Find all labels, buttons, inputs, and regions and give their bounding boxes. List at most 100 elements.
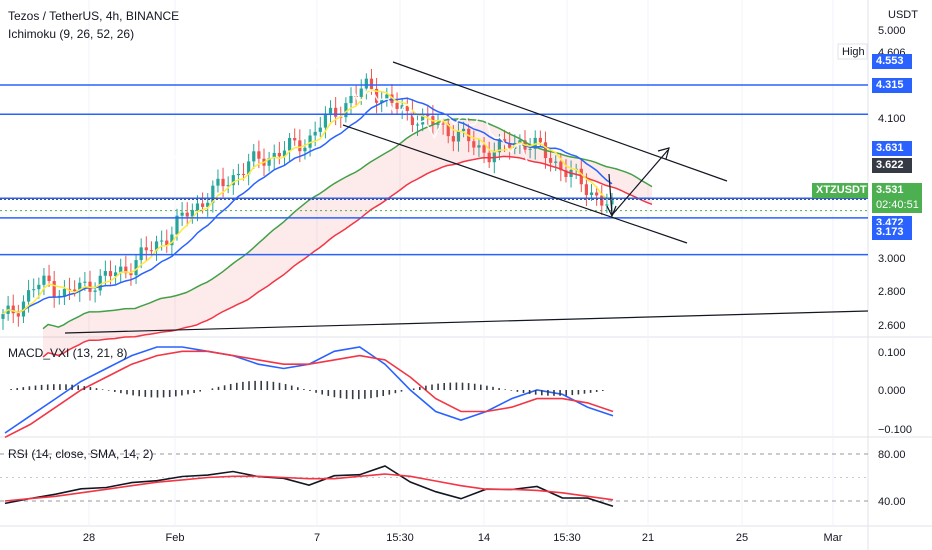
time-tick: Feb [166, 532, 185, 544]
candle-body [236, 173, 241, 176]
candle-body [98, 275, 102, 291]
candle-body [364, 78, 368, 89]
candle-body [170, 234, 174, 246]
arrow-up-head [657, 147, 670, 160]
candle-body [589, 192, 594, 196]
candle-body [247, 161, 251, 175]
candle-body [385, 94, 389, 100]
candle-body [154, 241, 159, 251]
candle-body [144, 247, 148, 251]
candle-body [11, 305, 15, 314]
candle-body [528, 148, 532, 150]
channel-lower-line [342, 124, 688, 244]
candle-body [287, 137, 292, 151]
candle-body [584, 184, 589, 196]
candle-body [554, 161, 558, 163]
candle-body [185, 212, 189, 217]
candle-body [410, 110, 415, 125]
candle-body [293, 137, 297, 141]
candle-body [241, 173, 246, 175]
candle-body [252, 151, 256, 162]
candle-body [103, 271, 107, 276]
candle-body [395, 102, 399, 109]
candle-body [119, 266, 123, 273]
time-tick: 28 [83, 532, 95, 544]
candle-body [216, 178, 220, 186]
candle-body [405, 105, 409, 111]
candle-body [267, 158, 271, 166]
candle-body [26, 290, 31, 302]
price-pane[interactable] [0, 52, 869, 358]
candle-body [139, 247, 143, 261]
candle-body [108, 271, 113, 277]
arrow-down-head [606, 205, 617, 218]
candle-body [42, 275, 46, 285]
candle-body [272, 152, 276, 159]
candle-body [518, 140, 522, 144]
ichimoku-base-line [2, 97, 613, 315]
candle-body [165, 240, 169, 246]
candle-body [415, 124, 420, 126]
candle-body [149, 250, 154, 252]
candle-body [175, 215, 179, 235]
candle-body [190, 210, 194, 217]
rsi-legend: RSI (14, close, SMA, 14, 2) [8, 447, 154, 461]
rsi-tick: 80.00 [878, 449, 906, 461]
candle-body [328, 107, 333, 114]
price-tick: 5.000 [878, 25, 906, 37]
candle-body [195, 203, 200, 211]
candle-body [436, 123, 440, 125]
candle-body [564, 170, 568, 177]
time-tick: 7 [314, 532, 320, 544]
candle-body [231, 175, 235, 186]
candle-body [211, 185, 215, 203]
symbol-title: Tezos / TetherUS, 4h, BINANCE [8, 9, 180, 23]
candle-body [359, 88, 363, 97]
macd-tick: −0.100 [878, 424, 912, 436]
time-tick: Mar [824, 532, 843, 544]
macd-pane[interactable] [4, 346, 614, 439]
candle-body [472, 141, 476, 148]
candle-body [1, 313, 5, 319]
candle-body [277, 152, 281, 157]
candle-body [369, 78, 374, 89]
candle-body [502, 139, 507, 143]
long-trend-line [64, 310, 869, 334]
channel-upper-line [392, 61, 728, 182]
candle-body [47, 275, 51, 282]
price-level-label: 4.553 [872, 54, 912, 69]
candle-body [380, 99, 384, 103]
candle-body [93, 290, 97, 292]
candle-body [206, 202, 210, 207]
price-tick: 3.000 [878, 253, 906, 265]
candle-body [16, 313, 20, 317]
rsi-pane[interactable] [0, 453, 868, 508]
price-tick: 2.600 [878, 320, 906, 332]
price-tick: 4.100 [878, 113, 906, 125]
current-symbol-label: XTZUSDT [812, 183, 868, 198]
candle-body [548, 158, 553, 163]
candle-body [451, 136, 455, 142]
high-label-box [837, 43, 868, 60]
time-tick: 15:30 [553, 532, 581, 544]
candle-body [461, 128, 466, 132]
macd-tick: 0.000 [878, 385, 906, 397]
candle-body [308, 135, 312, 148]
time-tick: 15:30 [386, 532, 414, 544]
candle-body [37, 284, 41, 290]
rsi-line [4, 465, 614, 508]
price-level-label: 3.173 [872, 225, 912, 240]
signal-line [4, 350, 614, 439]
candle-body [134, 260, 138, 276]
candle-body [129, 273, 133, 276]
candle-body [605, 204, 609, 206]
ichimoku-span-a [42, 118, 653, 330]
candle-body [257, 151, 261, 159]
time-tick: 21 [642, 532, 654, 544]
candle-body [482, 145, 486, 153]
candle-body [21, 301, 26, 317]
candle-body [160, 240, 164, 242]
ichimoku-cloud [43, 119, 652, 357]
ichimoku-span-b [42, 155, 653, 358]
